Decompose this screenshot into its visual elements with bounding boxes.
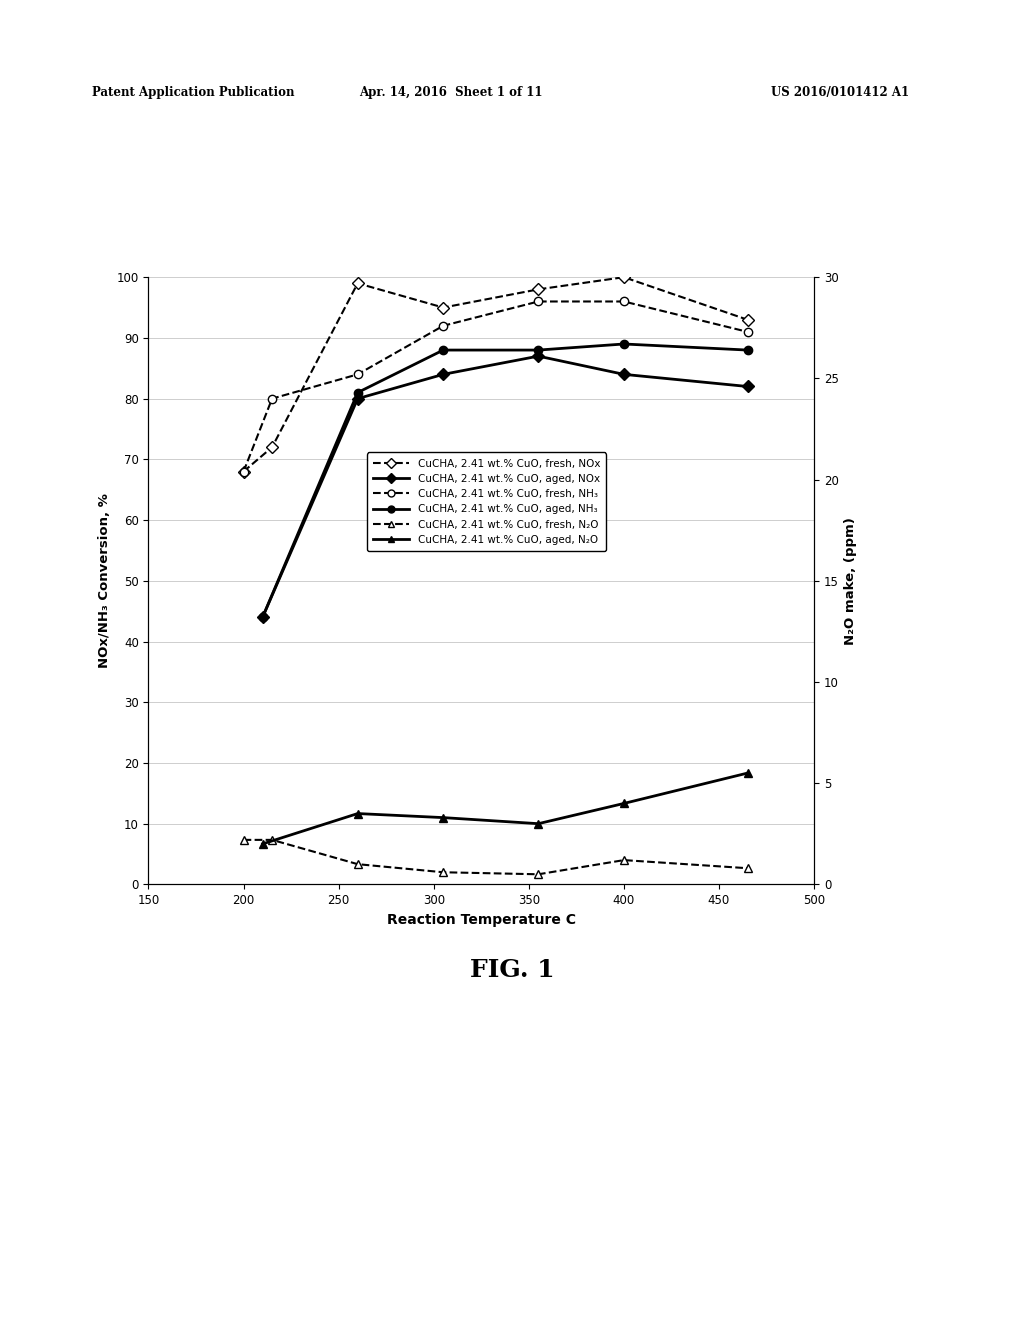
Legend: CuCHA, 2.41 wt.% CuO, fresh, NOx, CuCHA, 2.41 wt.% CuO, aged, NOx, CuCHA, 2.41 w: CuCHA, 2.41 wt.% CuO, fresh, NOx, CuCHA,…: [367, 453, 606, 550]
Y-axis label: N₂O make, (ppm): N₂O make, (ppm): [844, 517, 857, 644]
Text: Patent Application Publication: Patent Application Publication: [92, 86, 295, 99]
Y-axis label: NOx/NH₃ Conversion, %: NOx/NH₃ Conversion, %: [98, 494, 111, 668]
Text: Apr. 14, 2016  Sheet 1 of 11: Apr. 14, 2016 Sheet 1 of 11: [358, 86, 543, 99]
Text: FIG. 1: FIG. 1: [470, 958, 554, 982]
Text: US 2016/0101412 A1: US 2016/0101412 A1: [771, 86, 908, 99]
X-axis label: Reaction Temperature C: Reaction Temperature C: [387, 912, 575, 927]
